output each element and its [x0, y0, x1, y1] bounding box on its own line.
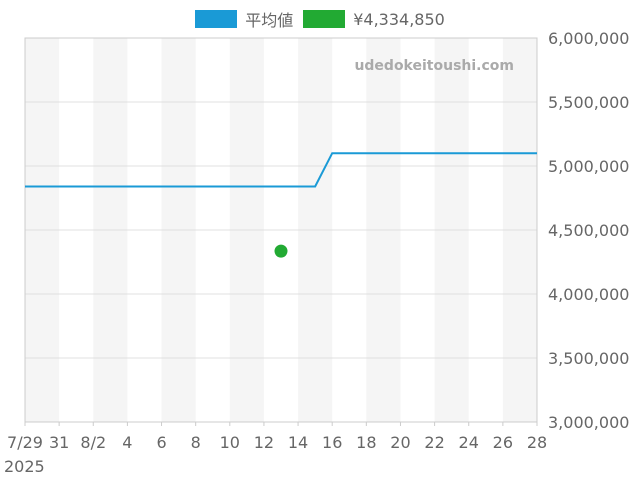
x-tick-label: 16 — [322, 433, 342, 452]
legend-item-average[interactable]: 平均値 — [195, 7, 293, 31]
y-tick-label: 3,000,000 — [548, 413, 629, 432]
x-tick-label: 28 — [527, 433, 547, 452]
x-tick-label: 12 — [254, 433, 274, 452]
y-tick-label: 4,000,000 — [548, 285, 629, 304]
series-point-price — [274, 244, 288, 258]
x-tick-label: 8 — [191, 433, 201, 452]
x-year-label: 2025 — [4, 457, 45, 476]
legend-label-price: ¥4,334,850 — [353, 9, 445, 29]
x-tick-label: 26 — [493, 433, 513, 452]
x-tick-label: 31 — [49, 433, 69, 452]
x-tick-label: 14 — [288, 433, 308, 452]
x-tick-label: 7/29 — [7, 433, 43, 452]
x-tick-label: 22 — [424, 433, 444, 452]
legend-item-price[interactable]: ¥4,334,850 — [303, 10, 445, 29]
x-tick-label: 4 — [122, 433, 132, 452]
x-tick-label: 24 — [459, 433, 479, 452]
legend-swatch-average — [195, 10, 238, 28]
legend-label-average: 平均値 — [245, 11, 294, 30]
plot-frame — [24, 37, 538, 423]
x-tick-label: 20 — [390, 433, 410, 452]
chart-legend: 平均値 ¥4,334,850 — [0, 8, 640, 30]
x-tick-label: 18 — [356, 433, 376, 452]
x-tick-label: 6 — [156, 433, 166, 452]
y-tick-label: 3,500,000 — [548, 349, 629, 368]
y-tick-label: 5,000,000 — [548, 157, 629, 176]
watermark: udedokeitoushi.com — [354, 58, 514, 74]
legend-swatch-price — [303, 10, 346, 28]
series-line-average — [25, 152, 537, 188]
y-tick-label: 6,000,000 — [548, 29, 629, 48]
y-tick-label: 4,500,000 — [548, 221, 629, 240]
y-tick-label: 5,500,000 — [548, 93, 629, 112]
x-tick-label: 8/2 — [80, 433, 106, 452]
x-tick-label: 10 — [220, 433, 240, 452]
